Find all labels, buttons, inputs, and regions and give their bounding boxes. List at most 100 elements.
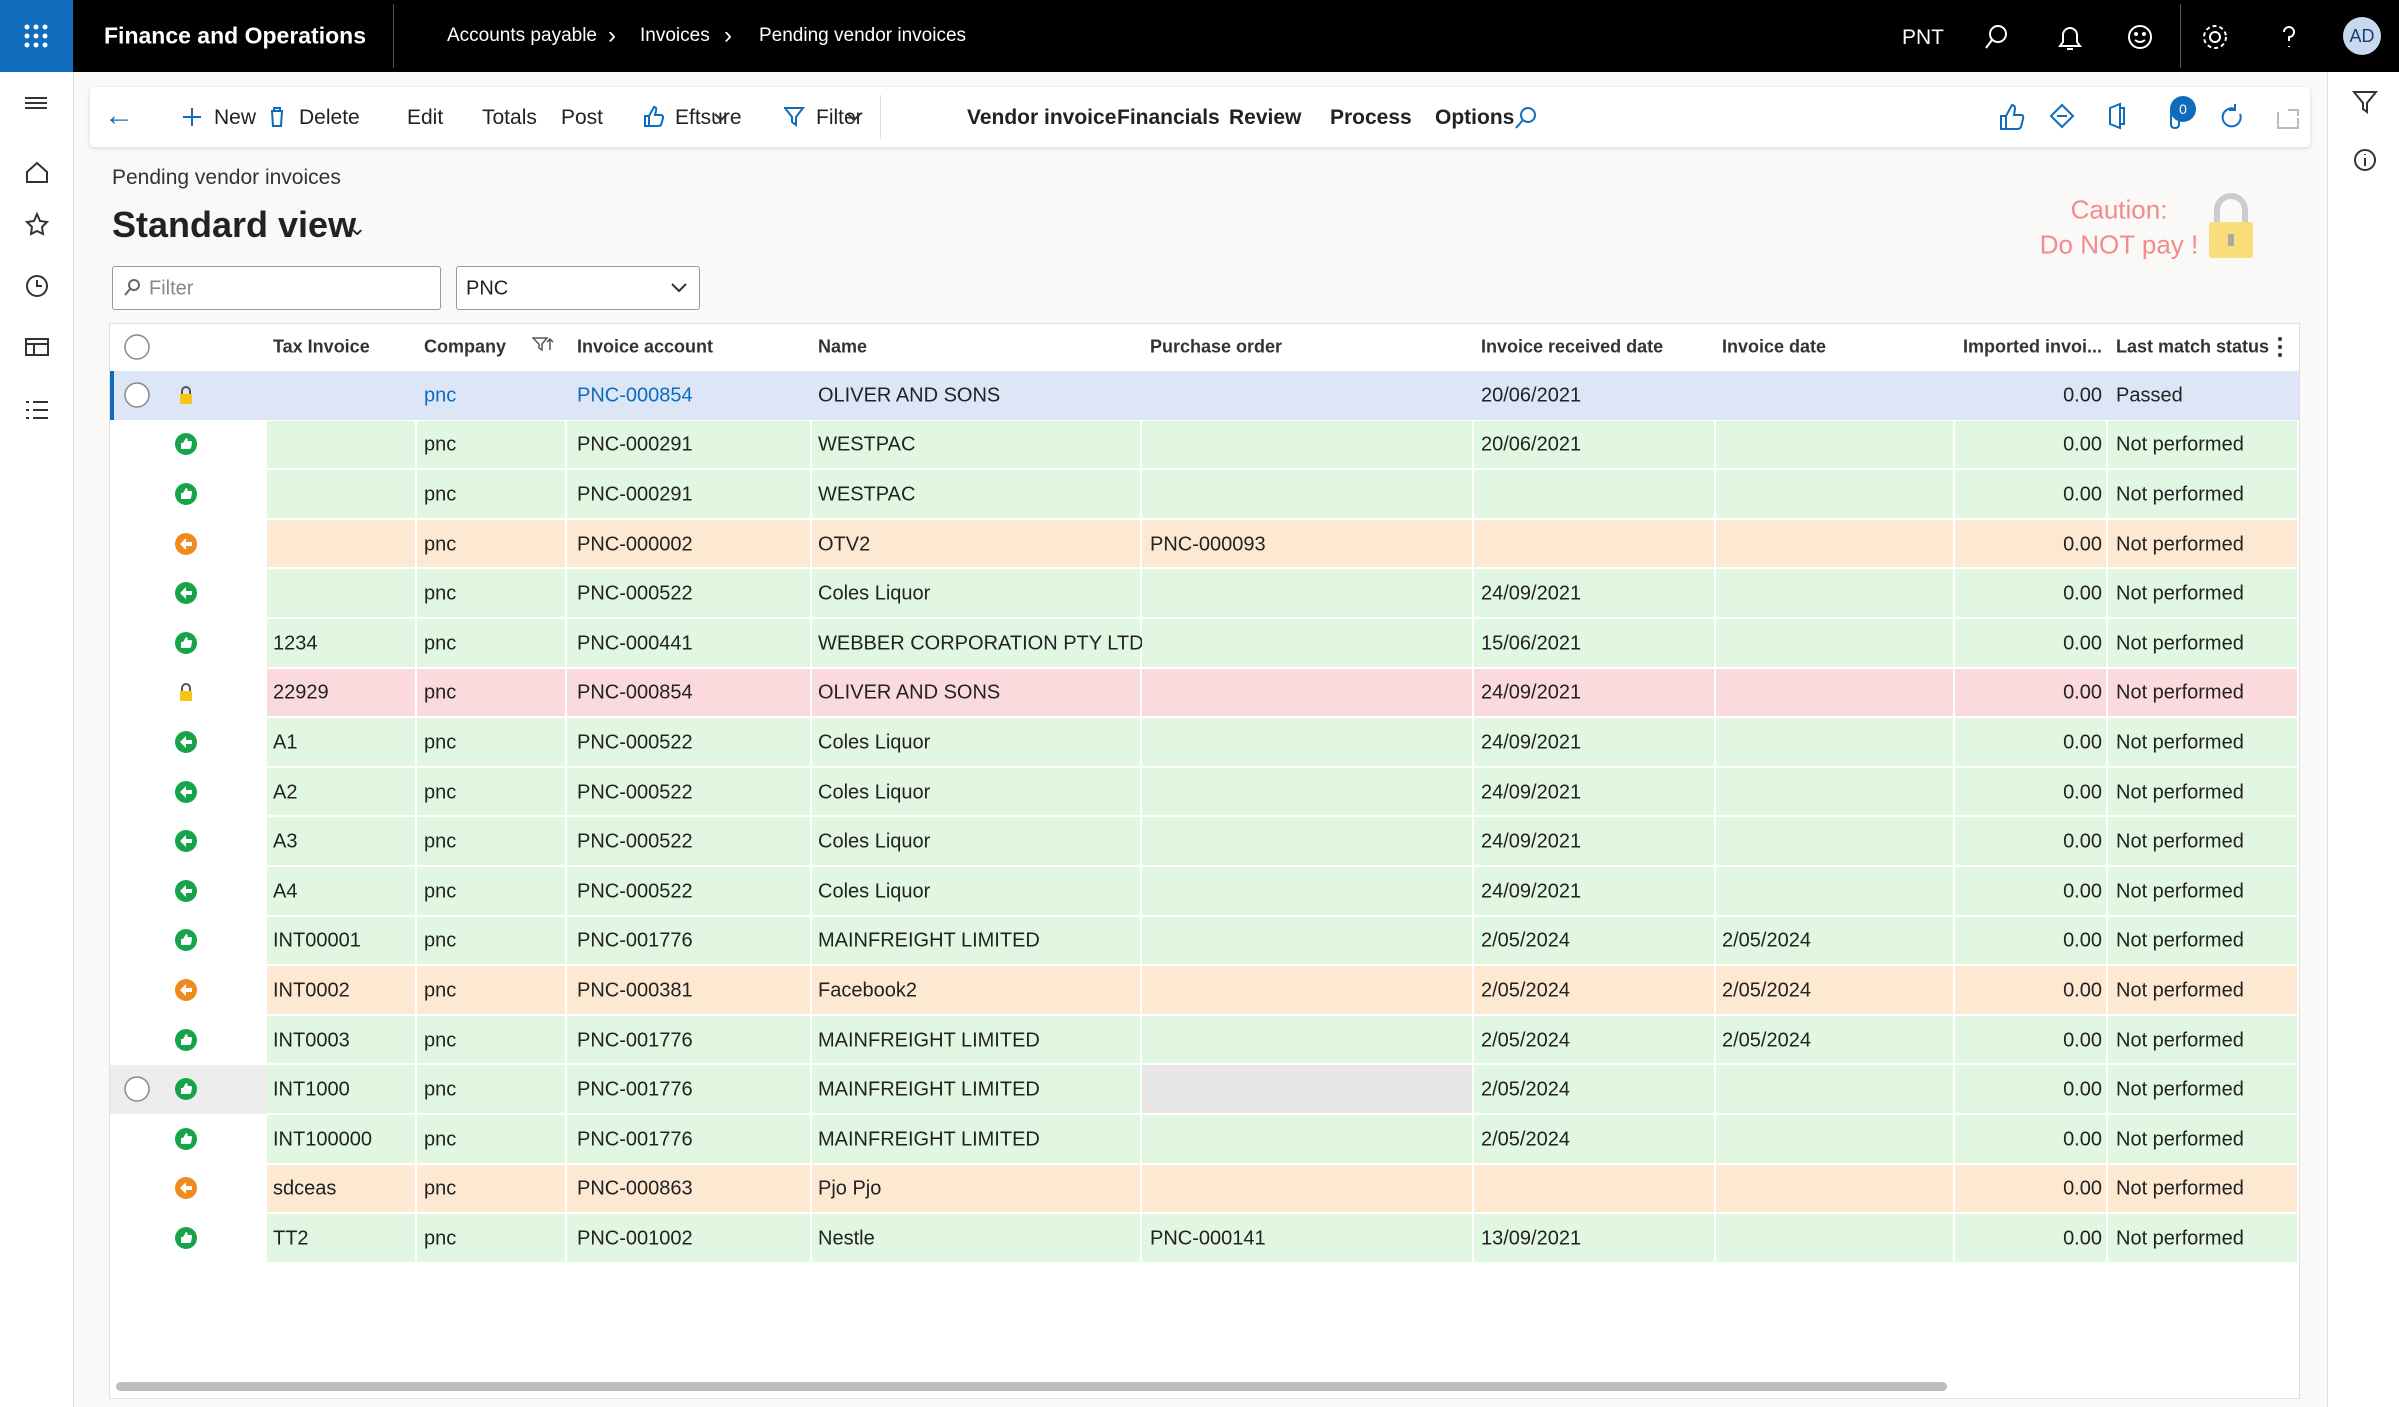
grid-row[interactable]: pncPNC-000291WESTPAC0.00Not performed	[110, 470, 2299, 520]
app-title[interactable]: Finance and Operations	[104, 23, 366, 50]
action-button[interactable]: Review	[1229, 106, 1301, 130]
grid-row[interactable]: A4pncPNC-000522Coles Liquor24/09/20210.0…	[110, 867, 2299, 917]
company-select[interactable]: PNC	[456, 266, 700, 310]
action-button[interactable]: Process	[1330, 106, 1412, 130]
grid-row[interactable]: INT0002pncPNC-000381Facebook22/05/20242/…	[110, 966, 2299, 1016]
cell-text: Not performed	[2116, 434, 2244, 457]
cell-text: OTV2	[818, 533, 870, 556]
grid-cell	[1474, 470, 1714, 518]
cell-text: pnc	[424, 434, 456, 457]
grid-row[interactable]: INT0003pncPNC-001776MAINFREIGHT LIMITED2…	[110, 1016, 2299, 1066]
grid-row[interactable]: INT1000pncPNC-001776MAINFREIGHT LIMITED2…	[110, 1065, 2299, 1115]
grid-row[interactable]: pncPNC-000522Coles Liquor24/09/20210.00N…	[110, 569, 2299, 619]
column-header[interactable]: Last match status	[2116, 337, 2269, 358]
grid-row[interactable]: 22929pncPNC-000854OLIVER AND SONS24/09/2…	[110, 669, 2299, 719]
cell-text: 20/06/2021	[1481, 434, 1581, 457]
column-header[interactable]: Imported invoi...	[1963, 337, 2102, 358]
grid-row[interactable]: TT2pncPNC-001002NestlePNC-00014113/09/20…	[110, 1214, 2299, 1264]
cell-text: pnc	[424, 1227, 456, 1250]
grid: Tax Invoice Company Invoice account Name Pur…	[109, 323, 2300, 1399]
grid-cell	[1142, 1165, 1472, 1213]
column-header[interactable]: Invoice received date	[1481, 337, 1663, 358]
column-header[interactable]: Tax Invoice	[273, 337, 370, 358]
cell-text: MAINFREIGHT LIMITED	[818, 1128, 1040, 1151]
grid-row[interactable]: 1234pncPNC-000441WEBBER CORPORATION PTY …	[110, 619, 2299, 669]
grid-cell	[1716, 718, 1953, 766]
search-button[interactable]	[1510, 104, 1540, 134]
cell-text: PNC-000522	[577, 731, 693, 754]
separator	[2180, 4, 2181, 68]
cell-text: Not performed	[2116, 483, 2244, 506]
nav-icons	[20, 90, 54, 430]
cell-text: pnc	[424, 781, 456, 804]
cell-text: 0.00	[2063, 731, 2102, 754]
view-selector[interactable]: Standard view	[112, 204, 356, 246]
row-select	[124, 382, 152, 410]
grid-row[interactable]: pncPNC-000854OLIVER AND SONS20/06/20210.…	[110, 371, 2299, 421]
action-button[interactable]: Financials	[1117, 106, 1220, 130]
column-header[interactable]: Name	[818, 337, 867, 358]
action-button[interactable]: Options	[1435, 106, 1514, 130]
grid-cell	[1716, 470, 1953, 518]
cell-text: pnc	[424, 1178, 456, 1201]
grid-row[interactable]: INT100000pncPNC-001776MAINFREIGHT LIMITE…	[110, 1115, 2299, 1165]
lock-image	[2205, 190, 2257, 262]
grid-cell	[267, 470, 415, 518]
action-button[interactable]: Delete	[299, 106, 360, 130]
status-icon	[174, 482, 198, 506]
app-launcher[interactable]	[0, 0, 73, 72]
cell-text: Passed	[2116, 384, 2183, 407]
cell-text: Not performed	[2116, 731, 2244, 754]
grid-row[interactable]: sdceaspncPNC-000863Pjo Pjo0.00Not perfor…	[110, 1165, 2299, 1215]
grid-cell	[267, 421, 415, 469]
breadcrumb[interactable]: Pending vendor invoices	[759, 25, 966, 47]
grid-row[interactable]: pncPNC-000291WESTPAC20/06/20210.00Not pe…	[110, 421, 2299, 471]
cell-text: PNC-000863	[577, 1178, 693, 1201]
grid-row[interactable]: A1pncPNC-000522Coles Liquor24/09/20210.0…	[110, 718, 2299, 768]
cell-text: A1	[273, 731, 297, 754]
cell-text: INT0002	[273, 979, 350, 1002]
cell-text[interactable]: PNC-000854	[577, 384, 693, 407]
cell-text: Not performed	[2116, 930, 2244, 953]
cell-text: 13/09/2021	[1481, 1227, 1581, 1250]
cell-text: Not performed	[2116, 632, 2244, 655]
cell-text: INT00001	[273, 930, 361, 953]
action-button[interactable]: Totals	[482, 106, 537, 130]
cell-text: 2/05/2024	[1722, 1029, 1811, 1052]
grid-row[interactable]: pncPNC-000002OTV2PNC-0000930.00Not perfo…	[110, 520, 2299, 570]
cell-text: 24/09/2021	[1481, 880, 1581, 903]
filter-input[interactable]: Filter	[112, 266, 441, 310]
cell-text: 0.00	[2063, 1128, 2102, 1151]
column-header[interactable]: Invoice date	[1722, 337, 1826, 358]
action-button[interactable]: Eftsure	[675, 106, 742, 130]
column-header[interactable]: Purchase order	[1150, 337, 1282, 358]
cell-text: pnc	[424, 583, 456, 606]
user-avatar[interactable]: AD	[2343, 17, 2381, 55]
action-button[interactable]: New	[214, 106, 256, 130]
action-button[interactable]: Post	[561, 106, 603, 130]
action-button[interactable]: Edit	[407, 106, 443, 130]
cell-text[interactable]: pnc	[424, 384, 456, 407]
grid-row[interactable]: A2pncPNC-000522Coles Liquor24/09/20210.0…	[110, 768, 2299, 818]
cell-text: pnc	[424, 979, 456, 1002]
column-header[interactable]: Invoice account	[577, 337, 713, 358]
grid-cell	[1142, 768, 1472, 816]
column-header[interactable]: Company	[424, 337, 506, 358]
breadcrumb[interactable]: Invoices	[640, 25, 710, 47]
grid-cell	[1142, 1115, 1472, 1163]
back-button[interactable]: ←	[104, 99, 134, 133]
grid-cell	[1716, 1165, 1953, 1213]
breadcrumb[interactable]: Accounts payable	[447, 25, 597, 47]
horizontal-scrollbar[interactable]	[116, 1382, 1947, 1391]
company-picker[interactable]: PNT	[1902, 26, 1944, 50]
cell-text: PNC-000291	[577, 434, 693, 457]
action-button[interactable]: Vendor invoice	[967, 106, 1116, 130]
cell-text: pnc	[424, 1128, 456, 1151]
grid-cell	[1142, 669, 1472, 717]
cell-text: A3	[273, 831, 297, 854]
cell-text: A4	[273, 880, 297, 903]
grid-row[interactable]: A3pncPNC-000522Coles Liquor24/09/20210.0…	[110, 817, 2299, 867]
grid-cell	[1716, 867, 1953, 915]
grid-row[interactable]: INT00001pncPNC-001776MAINFREIGHT LIMITED…	[110, 917, 2299, 967]
cell-text: 0.00	[2063, 483, 2102, 506]
